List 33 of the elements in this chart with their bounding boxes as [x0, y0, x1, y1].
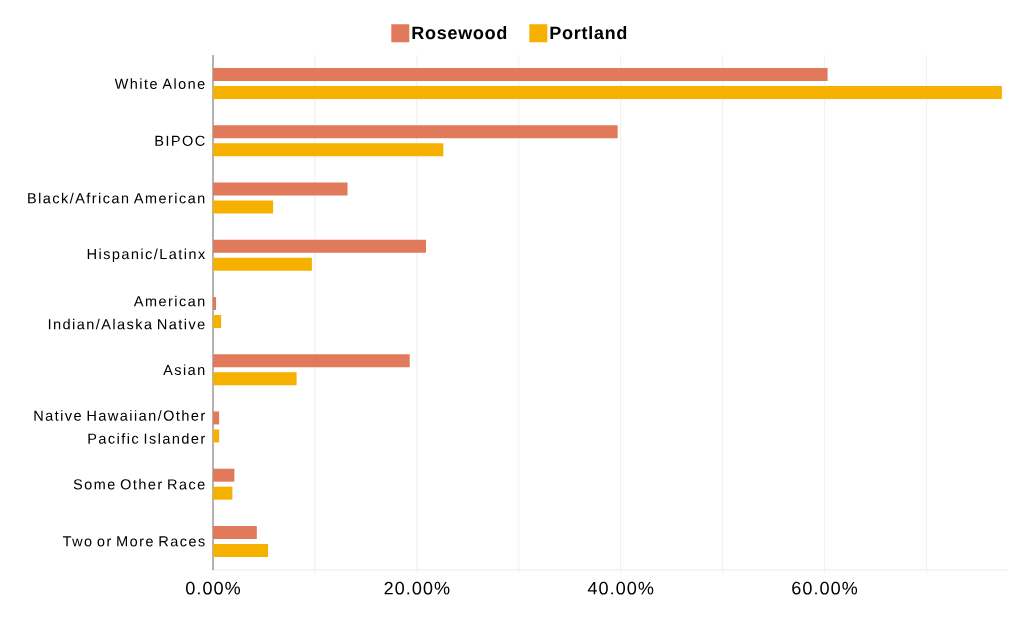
bar [213, 468, 235, 482]
bar [213, 200, 274, 214]
y-tick-label: Asian [163, 364, 205, 376]
bar [213, 525, 257, 539]
y-tick-label: White Alone [114, 78, 205, 89]
bar [213, 257, 312, 271]
bar [213, 297, 217, 311]
y-tick-label: Two or More Races [62, 536, 205, 547]
bar [213, 486, 233, 500]
legend-label: Rosewood [412, 25, 507, 40]
bar [213, 354, 410, 368]
bar [213, 372, 297, 386]
bar [213, 68, 828, 82]
bar [213, 239, 427, 253]
y-tick-label: Hispanic/Latinx [87, 248, 206, 263]
y-tick-label: Black/African American [28, 192, 205, 204]
y-tick-label: BIPOC [155, 135, 205, 146]
x-tick-label: 20.00% [384, 581, 450, 595]
y-tick-label: Native Hawaiian/Other Pacific Islander [34, 410, 205, 444]
bar [213, 125, 618, 139]
legend-label: Portland [550, 25, 627, 40]
bar [213, 543, 269, 557]
bar [213, 411, 220, 425]
bar [213, 143, 444, 157]
y-tick-label: American Indian/Alaska Native [48, 295, 205, 330]
x-tick-label: 40.00% [587, 581, 654, 595]
x-tick-label: 60.00% [792, 581, 858, 595]
bar [213, 315, 222, 329]
bar [213, 429, 220, 443]
bar [213, 86, 1002, 100]
x-tick-label: 0.00% [186, 581, 241, 595]
bar [213, 182, 348, 196]
y-tick-label: Some Other Race [73, 478, 205, 490]
